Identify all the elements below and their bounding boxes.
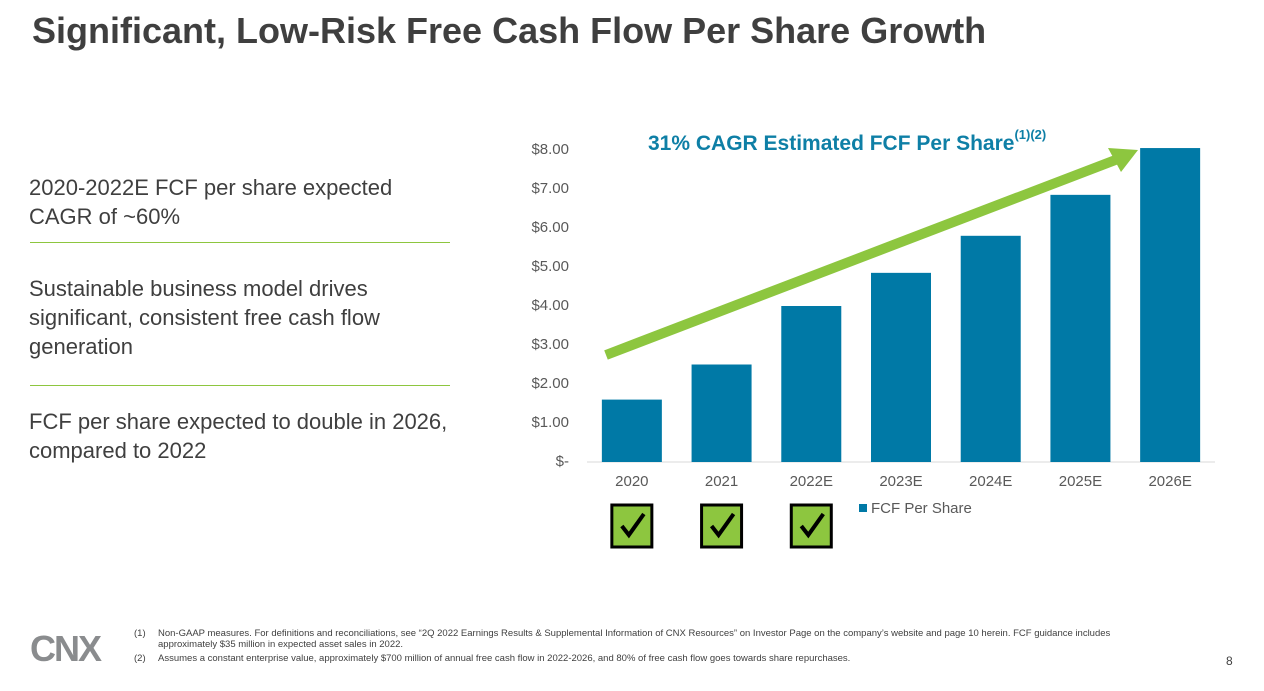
- y-tick-label: $7.00: [531, 180, 569, 197]
- x-tick-label: 2021: [705, 473, 738, 490]
- y-tick-label: $6.00: [531, 219, 569, 236]
- bullet: FCF per share expected to double in 2026…: [29, 409, 448, 463]
- check: [799, 512, 825, 539]
- footnote-text: Non-GAAP measures. For definitions and r…: [158, 628, 1111, 650]
- bar: [1050, 194, 1111, 462]
- check: [620, 512, 646, 539]
- check: [709, 512, 736, 539]
- bar: [601, 399, 662, 462]
- bullet: 2020-2022E FCF per share expected CAGR o…: [29, 175, 393, 229]
- y-tick-label: $2.00: [531, 375, 569, 392]
- bar: [781, 306, 842, 462]
- bullet: Sustainable business model drives signif…: [29, 276, 380, 359]
- footnote-mark: (2): [134, 653, 146, 664]
- checkbox: [610, 503, 654, 549]
- x-tick-label: 2024E: [969, 473, 1012, 490]
- trend-arrow-head: [1108, 148, 1138, 172]
- y-tick-label: $3.00: [531, 336, 569, 353]
- slide-title: Significant, Low-Risk Free Cash Flow Per…: [32, 10, 987, 51]
- x-tick-label: 2025E: [1059, 473, 1102, 490]
- x-tick-label: 2022E: [790, 473, 833, 490]
- bar: [871, 272, 931, 462]
- y-tick-label: $5.00: [531, 258, 569, 275]
- divider: [30, 385, 450, 386]
- page-number: 8: [1226, 654, 1233, 668]
- y-tick-label: $-: [556, 453, 569, 470]
- divider: [30, 242, 450, 243]
- x-tick-label: 2023E: [879, 473, 922, 490]
- bar: [691, 364, 752, 462]
- annotation-sup: (1)(2): [1014, 127, 1046, 142]
- x-tick-label: 2020: [615, 473, 648, 490]
- y-tick-label: $4.00: [531, 297, 569, 314]
- footnote-mark: (1): [134, 628, 146, 639]
- logo: CNX: [30, 628, 102, 669]
- annotation-text: 31% CAGR Estimated FCF Per Share: [648, 132, 1014, 155]
- trend-arrow: [604, 154, 1120, 360]
- footnote-text: Assumes a constant enterprise value, app…: [158, 653, 851, 664]
- legend-label: FCF Per Share: [871, 500, 972, 517]
- legend-swatch: [859, 504, 867, 512]
- y-tick-label: $8.00: [531, 141, 569, 158]
- bar: [1140, 148, 1201, 463]
- bar: [960, 235, 1021, 462]
- checkbox: [789, 503, 833, 549]
- annotation: 31% CAGR Estimated FCF Per Share(1)(2): [648, 127, 1046, 154]
- x-tick-label: 2026E: [1148, 473, 1191, 490]
- y-tick-label: $1.00: [531, 414, 569, 431]
- checkbox: [700, 503, 744, 549]
